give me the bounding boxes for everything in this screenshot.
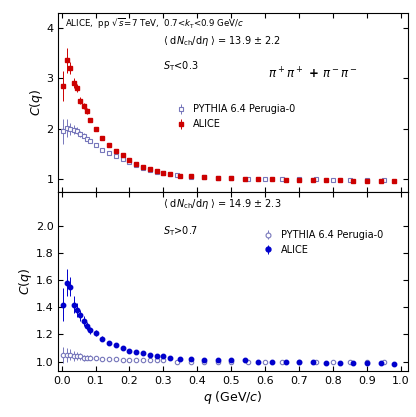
X-axis label: $q$ (GeV/$c$): $q$ (GeV/$c$) bbox=[203, 389, 263, 406]
Y-axis label: $C(q)$: $C(q)$ bbox=[28, 88, 45, 116]
Text: $S_{\mathrm{T}}$<0.3: $S_{\mathrm{T}}$<0.3 bbox=[163, 59, 198, 73]
Text: ALICE,  pp $\sqrt{s}$=7 TeV,  0.7<$k_{\mathrm{T}}$<0.9 GeV/$c$: ALICE, pp $\sqrt{s}$=7 TeV, 0.7<$k_{\mat… bbox=[65, 16, 245, 30]
Text: $\langle$ d$N_{\mathrm{ch}}$/d$\eta$ $\rangle$ = 14.9 ± 2.3: $\langle$ d$N_{\mathrm{ch}}$/d$\eta$ $\r… bbox=[163, 197, 282, 211]
Text: $S_{\mathrm{T}}$>0.7: $S_{\mathrm{T}}$>0.7 bbox=[163, 224, 198, 238]
Text: $\pi^+\pi^+$ + $\pi^-\pi^-$: $\pi^+\pi^+$ + $\pi^-\pi^-$ bbox=[268, 66, 357, 82]
Legend: PYTHIA 6.4 Perugia-0, ALICE: PYTHIA 6.4 Perugia-0, ALICE bbox=[255, 226, 387, 259]
Text: $\langle$ d$N_{\mathrm{ch}}$/d$\eta$ $\rangle$ = 13.9 ± 2.2: $\langle$ d$N_{\mathrm{ch}}$/d$\eta$ $\r… bbox=[163, 34, 281, 48]
Legend: PYTHIA 6.4 Perugia-0, ALICE: PYTHIA 6.4 Perugia-0, ALICE bbox=[168, 100, 300, 133]
Y-axis label: $C(q)$: $C(q)$ bbox=[17, 268, 34, 295]
